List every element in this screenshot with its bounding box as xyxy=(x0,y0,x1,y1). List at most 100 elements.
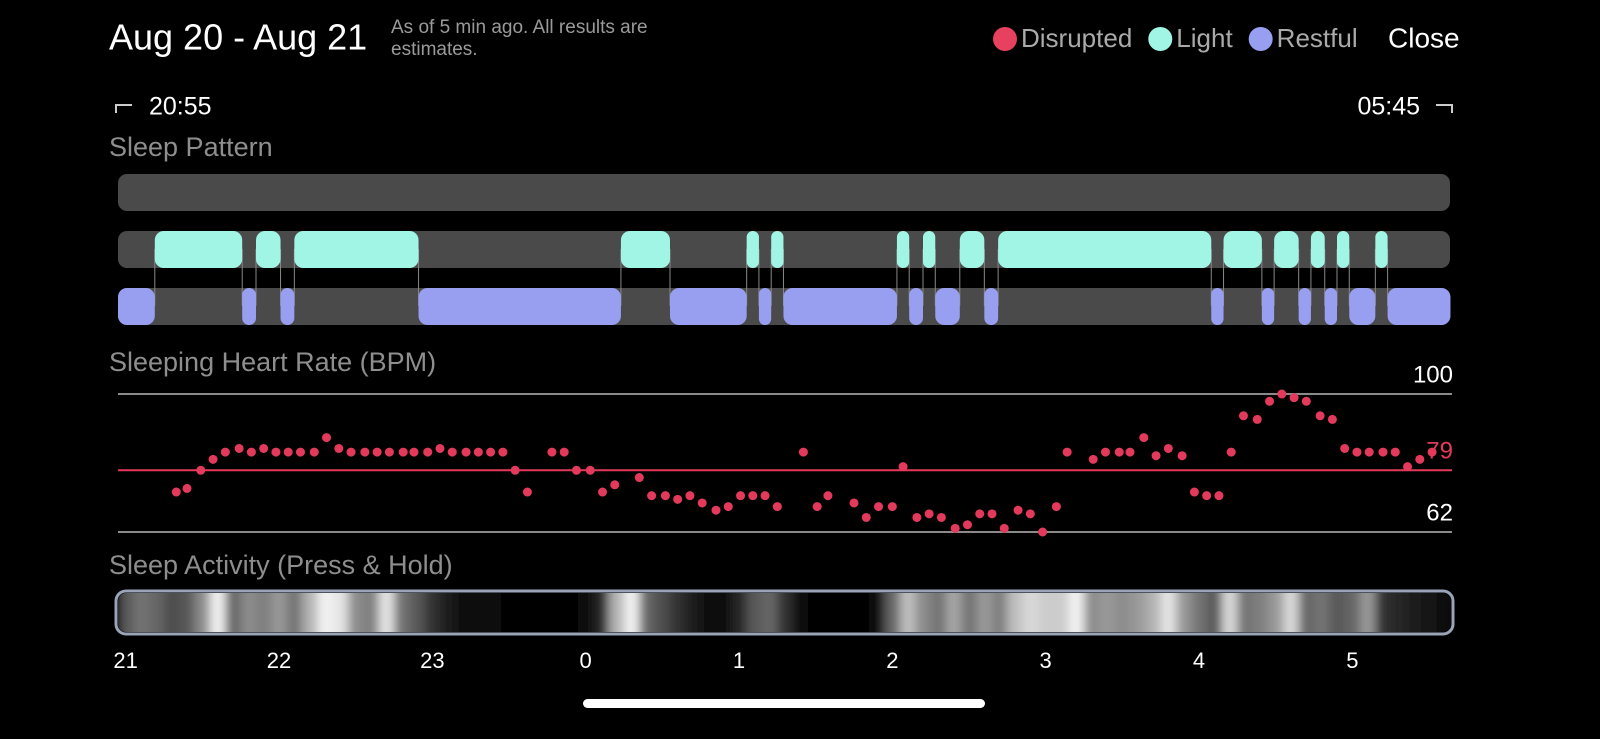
activity-cell xyxy=(915,593,932,632)
activity-cell xyxy=(133,593,150,632)
activity-cell xyxy=(838,593,855,632)
activity-cell xyxy=(1252,593,1269,632)
chart-title: Sleep Pattern xyxy=(109,132,273,162)
heart-rate-point xyxy=(685,491,695,501)
stage-segment xyxy=(1274,231,1299,268)
activity-cell xyxy=(746,593,763,632)
activity-cell xyxy=(654,593,671,632)
heart-rate-point xyxy=(384,447,394,457)
heart-rate-point xyxy=(1202,491,1212,501)
heart-rate-point xyxy=(1038,527,1048,537)
heart-rate-point xyxy=(182,483,192,493)
heart-rate-point xyxy=(423,447,433,457)
activity-cell xyxy=(992,593,1008,632)
stage-segment xyxy=(242,288,256,325)
stage-segment xyxy=(746,231,759,268)
activity-cell xyxy=(946,593,962,632)
heart-rate-point xyxy=(346,447,356,457)
activity-cell xyxy=(869,593,886,632)
heart-rate-point xyxy=(1226,447,1236,457)
activity-cell xyxy=(1053,593,1070,632)
y-tick-label: 62 xyxy=(1426,499,1453,526)
activity-cell xyxy=(1421,593,1438,632)
heart-rate-point xyxy=(1327,414,1337,424)
activity-cell xyxy=(1314,593,1330,632)
activity-cell xyxy=(286,593,303,632)
range-end: 05:45 xyxy=(1357,93,1420,121)
activity-cell xyxy=(302,593,318,632)
activity-cell xyxy=(731,593,748,632)
heart-rate-point xyxy=(398,447,408,457)
stage-segment xyxy=(935,288,960,325)
stage-segment xyxy=(984,288,999,325)
heart-rate-point xyxy=(999,523,1009,533)
heart-rate-point xyxy=(1340,443,1350,453)
heart-rate-point xyxy=(1277,389,1287,399)
stage-segment xyxy=(280,288,295,325)
stage-segment xyxy=(896,231,910,268)
legend-label: Disrupted xyxy=(1021,23,1132,53)
activity-cell xyxy=(608,593,625,632)
legend-label: Light xyxy=(1176,23,1233,53)
heart-rate-point xyxy=(1301,396,1311,406)
heart-rate-point xyxy=(510,465,520,475)
heart-rate-point xyxy=(660,491,670,501)
stage-segment xyxy=(620,231,670,268)
activity-cell xyxy=(409,593,426,632)
activity-cell xyxy=(317,593,334,632)
heart-rate-point xyxy=(208,454,218,464)
stage-segment xyxy=(923,231,936,268)
stage-segment xyxy=(758,288,772,325)
chart-title: Sleep Activity (Press & Hold) xyxy=(109,550,453,580)
heart-rate-point xyxy=(1378,447,1388,457)
activity-cell xyxy=(670,593,686,632)
heart-rate-point xyxy=(1189,487,1199,497)
x-tick-label: 4 xyxy=(1193,648,1205,673)
heart-rate-point xyxy=(1088,454,1098,464)
heart-rate-point xyxy=(447,447,457,457)
y-tick-label: 100 xyxy=(1413,361,1453,388)
heart-rate-point xyxy=(372,447,382,457)
heart-rate-point xyxy=(309,447,319,457)
activity-cell xyxy=(348,593,364,632)
close-button[interactable]: Close xyxy=(1388,22,1460,53)
activity-cell xyxy=(1298,593,1315,632)
heart-rate-point xyxy=(912,512,922,522)
heart-rate-point xyxy=(987,509,997,519)
heatmap-cells xyxy=(118,593,1451,632)
activity-cell xyxy=(1068,593,1085,632)
activity-cell xyxy=(424,593,441,632)
activity-cell xyxy=(777,593,794,632)
heart-rate-point xyxy=(723,502,733,512)
activity-cell xyxy=(1007,593,1024,632)
stage-segment xyxy=(771,231,784,268)
activity-cell xyxy=(516,593,533,632)
heart-rate-point xyxy=(259,443,269,453)
heart-rate-point xyxy=(610,480,620,490)
activity-cell xyxy=(900,593,916,632)
stage-segment xyxy=(294,231,419,268)
heart-rate-point xyxy=(950,523,960,533)
activity-cell xyxy=(961,593,978,632)
heart-rate-point xyxy=(887,502,897,512)
stage-segment xyxy=(1387,288,1451,325)
heart-rate-point xyxy=(196,465,206,475)
stage-segment xyxy=(1324,288,1337,325)
heart-rate-point xyxy=(1214,491,1224,501)
activity-cell xyxy=(1191,593,1208,632)
activity-cell xyxy=(532,593,548,632)
activity-cell xyxy=(976,593,993,632)
heart-rate-point xyxy=(473,447,483,457)
stage-segment xyxy=(959,231,985,268)
heart-rate-point xyxy=(547,447,557,457)
x-tick-label: 2 xyxy=(886,648,898,673)
activity-cell xyxy=(486,593,502,632)
heart-rate-point xyxy=(171,487,181,497)
activity-cell xyxy=(823,593,840,632)
activity-cell xyxy=(930,593,947,632)
activity-cell xyxy=(562,593,579,632)
activity-cell xyxy=(1206,593,1223,632)
activity-cell xyxy=(700,593,717,632)
activity-cell xyxy=(501,593,518,632)
